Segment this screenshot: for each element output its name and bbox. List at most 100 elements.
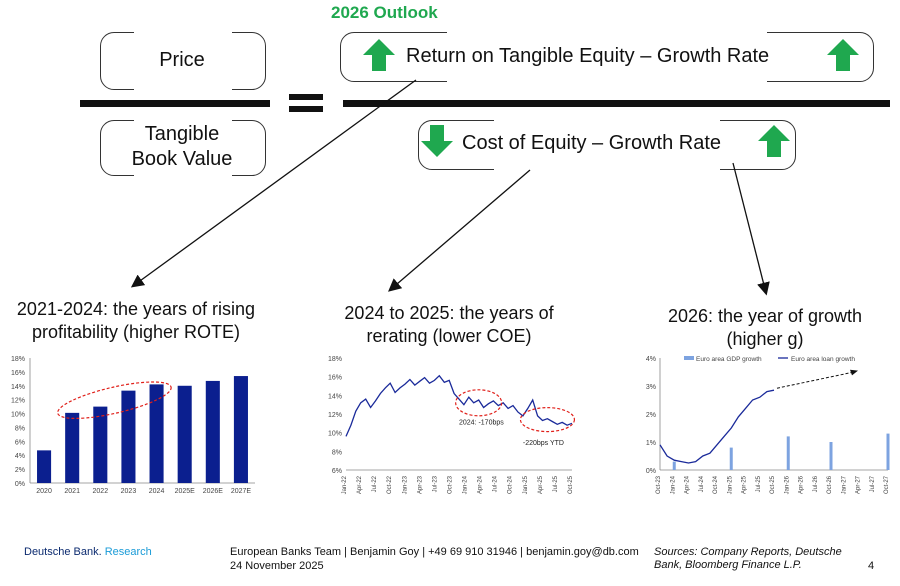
- projection-arrow: [776, 371, 855, 389]
- y-tick-label: 18%: [328, 356, 342, 363]
- y-tick-label: 12%: [328, 412, 342, 419]
- y-tick-label: 4%: [646, 356, 656, 363]
- x-tick-label: Jan-24: [463, 475, 469, 494]
- x-tick-label: Jul-23: [432, 475, 438, 492]
- x-tick-label: Jul-26: [813, 475, 819, 492]
- price-label: Price: [159, 49, 205, 71]
- legend-gdp-swatch: [684, 356, 694, 360]
- bar: [121, 390, 136, 483]
- y-tick-label: 3%: [646, 384, 656, 391]
- equals-bottom: [289, 106, 323, 112]
- y-tick-label: 0%: [15, 481, 25, 488]
- x-tick-label: 2021: [64, 488, 80, 495]
- tbv-line1: Tangible: [144, 123, 220, 145]
- page-number: 4: [868, 560, 875, 572]
- x-tick-label: Apr-22: [357, 475, 363, 494]
- x-tick-label: Oct-25: [568, 475, 574, 494]
- chart1-title-line1: 2021-2024: the years of rising: [16, 299, 256, 319]
- brand-logo: Deutsche Bank. Research: [24, 546, 152, 558]
- outlook-heading: 2026 Outlook: [331, 3, 438, 22]
- chart3-title-line2: (higher g): [726, 329, 804, 349]
- x-tick-label: Jul-22: [372, 475, 378, 492]
- loan-growth-line: [659, 389, 775, 464]
- x-tick-label: Oct-25: [770, 475, 776, 494]
- footer-sources: Sources: Company Reports, Deutsche Bank,…: [654, 546, 842, 571]
- x-tick-label: Apr-24: [478, 475, 484, 494]
- y-tick-label: 2%: [646, 412, 656, 419]
- annotation-ellipse-2024: [455, 389, 503, 417]
- chart3-title: 2026: the year of growth (higher g): [640, 305, 890, 351]
- x-tick-label: Jul-25: [756, 475, 762, 492]
- connector-arrow-rote: [130, 79, 417, 288]
- arrow-up-icon: [758, 125, 790, 157]
- x-tick-label: Apr-26: [799, 475, 805, 494]
- x-tick-label: Apr-24: [685, 475, 691, 494]
- x-tick-label: Jul-25: [553, 475, 559, 492]
- footer-date: 24 November 2025: [230, 560, 324, 572]
- connector-arrow-coe: [388, 169, 531, 292]
- bar: [177, 385, 192, 483]
- arrow-down-icon: [421, 125, 453, 157]
- y-tick-label: 6%: [15, 439, 25, 446]
- x-tick-label: Jul-27: [870, 475, 876, 492]
- x-tick-label: Jul-24: [493, 475, 499, 492]
- y-tick-label: 6%: [332, 468, 342, 475]
- projection-arrowhead: [850, 369, 858, 376]
- chart1-rote-bar: 0% 2% 4% 6% 8% 10% 12% 14% 16% 18% 2020 2021 2022 202…: [11, 356, 255, 495]
- fraction-bar-right: [343, 100, 890, 107]
- connector-arrow-growth: [732, 162, 770, 296]
- bar: [93, 406, 108, 483]
- x-tick-label: 2020: [36, 488, 52, 495]
- x-tick-label: Apr-27: [856, 475, 862, 494]
- x-tick-label: Oct-24: [508, 475, 514, 494]
- denominator-bracket: [418, 118, 796, 172]
- x-tick-label: Jan-24: [670, 475, 676, 494]
- x-tick-label: Oct-23: [656, 475, 662, 494]
- arrow-up-icon: [827, 39, 859, 71]
- legend-gdp-label: Euro area GDP growth: [696, 356, 762, 363]
- x-tick-label: 2023: [121, 488, 137, 495]
- bar: [65, 412, 80, 483]
- tbv-line2: Book Value: [131, 148, 233, 170]
- x-tick-label: Jan-22: [342, 475, 348, 494]
- annotation-2025: -220bps YTD: [523, 440, 564, 447]
- chart1-title-line2: profitability (higher ROTE): [31, 322, 241, 342]
- chart2-title: 2024 to 2025: the years of rerating (lowe…: [318, 302, 580, 348]
- y-tick-label: 14%: [328, 393, 342, 400]
- y-tick-label: 16%: [11, 370, 25, 377]
- equals-top: [289, 94, 323, 100]
- x-tick-label: Jul-24: [699, 475, 705, 492]
- annotation-2024: 2024: -170bps: [459, 419, 504, 426]
- x-tick-label: Apr-25: [538, 475, 544, 494]
- x-tick-label: Oct-27: [884, 475, 890, 494]
- y-tick-label: 8%: [332, 449, 342, 456]
- fraction-bar-left: [80, 100, 270, 107]
- y-tick-label: 4%: [15, 453, 25, 460]
- denominator-label: Cost of Equity – Growth Rate: [462, 132, 722, 154]
- annotation-ellipse-2025: [519, 406, 576, 433]
- x-tick-label: Oct-22: [387, 475, 393, 494]
- x-tick-label: Apr-25: [742, 475, 748, 494]
- chart3-title-line1: 2026: the year of growth: [667, 306, 863, 326]
- x-tick-label: 2022: [93, 488, 109, 495]
- x-tick-label: 2026E: [203, 488, 224, 495]
- y-tick-label: 18%: [11, 356, 25, 363]
- brand-research: Research: [104, 546, 152, 558]
- x-tick-label: Jan-25: [523, 475, 529, 494]
- bar: [233, 376, 248, 483]
- chart3-growth-line: 0% 1% 2% 3% 4% Oct-23 Jan-24 Apr-24 Jul-24 Oct-24…: [646, 356, 890, 494]
- y-tick-label: 2%: [15, 467, 25, 474]
- y-tick-label: 12%: [11, 398, 25, 405]
- y-tick-label: 1%: [646, 440, 656, 447]
- gdp-bar: [829, 442, 833, 470]
- gdp-bar: [886, 433, 890, 470]
- legend-loan-label: Euro area loan growth: [791, 356, 855, 363]
- bar: [37, 450, 52, 483]
- coe-line: [345, 374, 573, 437]
- gdp-bar: [786, 436, 790, 470]
- x-tick-label: 2025E: [175, 488, 196, 495]
- chart2-title-line2: rerating (lower COE): [366, 326, 532, 346]
- footer-team: European Banks Team | Benjamin Goy | +49…: [230, 546, 639, 558]
- x-tick-label: 2027E: [231, 488, 252, 495]
